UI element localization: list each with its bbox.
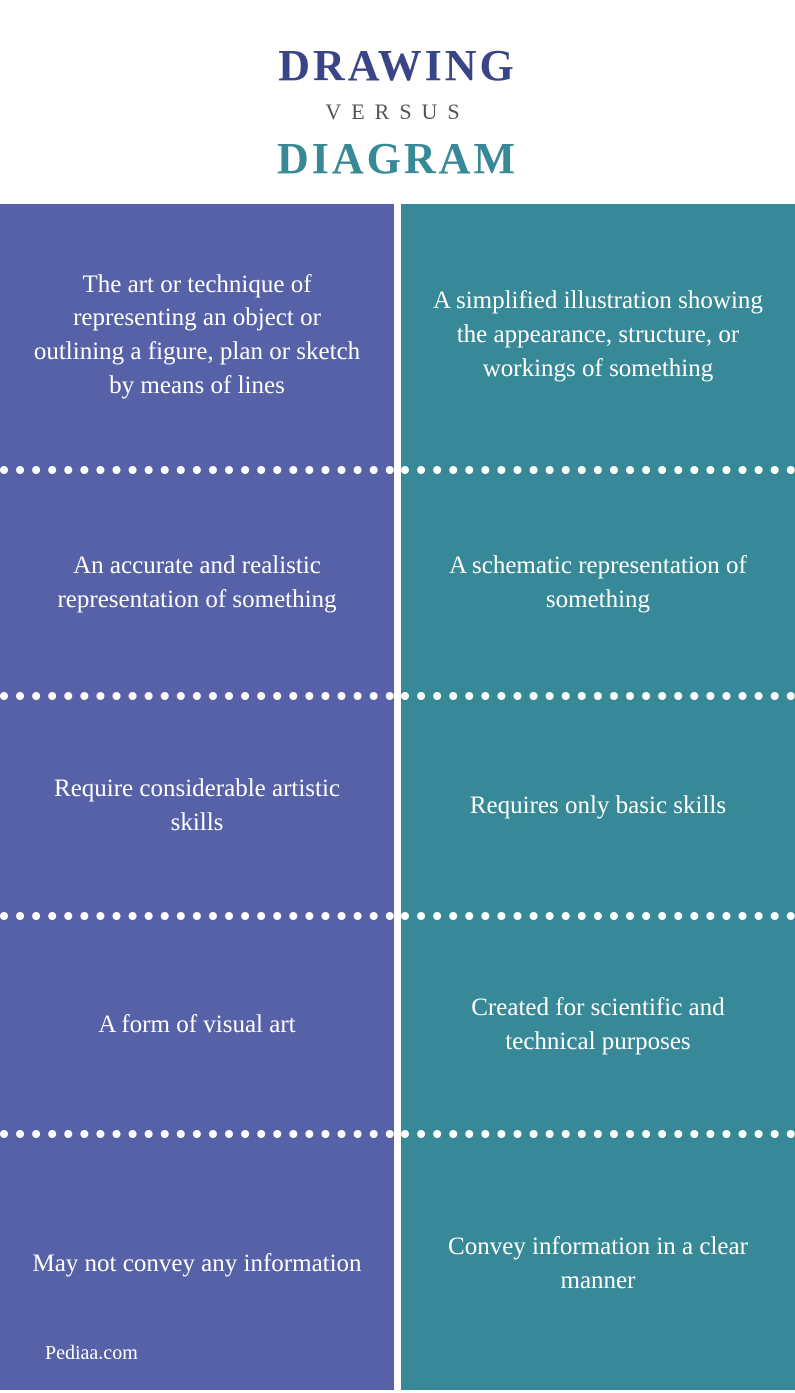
cell-right-3: Created for scientific and technical pur… (401, 920, 795, 1130)
divider (401, 692, 795, 700)
column-gap (394, 204, 401, 1390)
divider (401, 912, 795, 920)
cell-right-0: A simplified illustration showing the ap… (401, 204, 795, 466)
cell-left-1: An accurate and realistic representation… (0, 474, 394, 692)
title-diagram: DIAGRAM (0, 133, 795, 184)
cell-right-2: Requires only basic skills (401, 700, 795, 912)
cell-right-4: Convey information in a clear manner (401, 1138, 795, 1390)
column-diagram: A simplified illustration showing the ap… (401, 204, 795, 1390)
divider (0, 1130, 394, 1138)
cell-left-3: A form of visual art (0, 920, 394, 1130)
source-attribution: Pediaa.com (45, 1342, 138, 1365)
cell-left-0: The art or technique of representing an … (0, 204, 394, 466)
divider (401, 1130, 795, 1138)
column-drawing: The art or technique of representing an … (0, 204, 394, 1390)
cell-right-1: A schematic representation of something (401, 474, 795, 692)
cell-left-2: Require considerable artistic skills (0, 700, 394, 912)
divider (0, 692, 394, 700)
divider (0, 466, 394, 474)
header: DRAWING VERSUS DIAGRAM (0, 0, 795, 204)
title-drawing: DRAWING (0, 40, 795, 91)
title-versus: VERSUS (0, 99, 795, 125)
divider (0, 912, 394, 920)
comparison-table: The art or technique of representing an … (0, 204, 795, 1390)
divider (401, 466, 795, 474)
